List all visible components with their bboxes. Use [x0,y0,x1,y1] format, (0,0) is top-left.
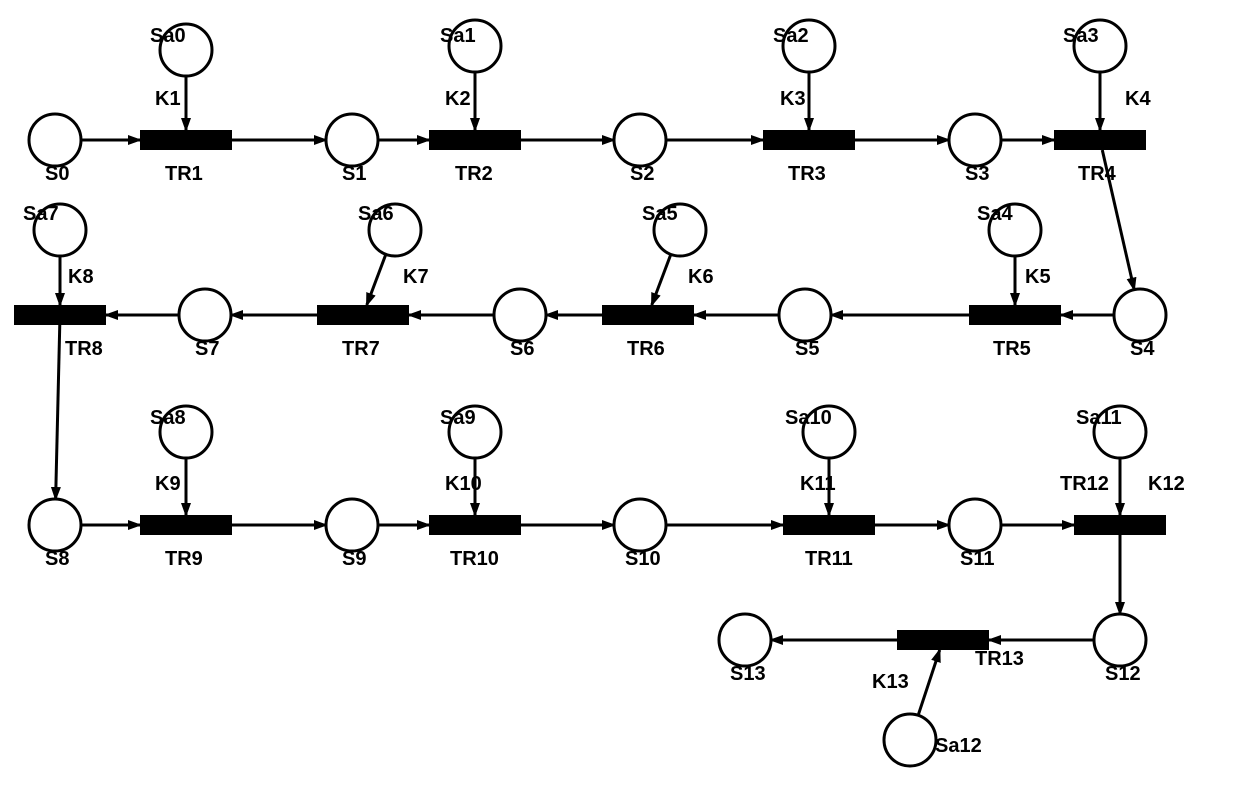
place-S9 [326,499,378,551]
transition-label-TR4: TR4 [1078,163,1117,185]
place-label-Sa4: Sa4 [977,203,1013,225]
place-S12 [1094,614,1146,666]
place-label-S7: S7 [195,338,219,360]
transition-TR3 [763,130,855,150]
place-label-S2: S2 [630,163,654,185]
transition-TR5 [969,305,1061,325]
place-S4 [1114,289,1166,341]
k-label-TR7: K7 [403,266,429,288]
arc-Sa5-TR6 [652,254,671,305]
place-S0 [29,114,81,166]
transition-label-TR10: TR10 [450,548,499,570]
transition-TR6 [602,305,694,325]
place-label-S4: S4 [1130,338,1155,360]
place-label-S6: S6 [510,338,534,360]
transition-TR9 [140,515,232,535]
transition-label-TR13: TR13 [975,648,1024,670]
place-S13 [719,614,771,666]
place-label-Sa9: Sa9 [440,407,476,429]
arc-Sa6-TR7 [367,254,386,305]
k-label-TR10: K10 [445,473,482,495]
place-label-Sa10: Sa10 [785,407,832,429]
place-label-Sa2: Sa2 [773,25,809,47]
k-label-TR2: K2 [445,88,471,110]
place-label-S5: S5 [795,338,819,360]
arc-Sa12-TR13 [918,650,940,715]
transition-TR7 [317,305,409,325]
place-label-Sa5: Sa5 [642,203,678,225]
k-label-TR4: K4 [1125,88,1151,110]
place-label-S12: S12 [1105,663,1141,685]
transition-label-TR9: TR9 [165,548,203,570]
k-label-TR9: K9 [155,473,181,495]
place-S1 [326,114,378,166]
place-S5 [779,289,831,341]
transition-label-TR5: TR5 [993,338,1031,360]
k-label-TR5: K5 [1025,266,1051,288]
place-label-Sa12: Sa12 [935,735,982,757]
place-label-Sa1: Sa1 [440,25,476,47]
place-label-Sa3: Sa3 [1063,25,1099,47]
place-S2 [614,114,666,166]
place-S11 [949,499,1001,551]
transition-TR8 [14,305,106,325]
transition-label-TR11: TR11 [805,548,853,570]
petri-net-diagram: S0 Sa0 S1 Sa1 S2 Sa2 S3 Sa3 S4 Sa4 S5 Sa5 S6 Sa6 S7 Sa7… [0,0,1240,792]
place-label-S8: S8 [45,548,69,570]
transition-TR13 [897,630,989,650]
transition-label-TR3: TR3 [788,163,826,185]
transition-label-TR6: TR6 [627,338,665,360]
transitions-layer: TR1 K1 TR2 K2 TR3 K3 TR4 K4 TR5 K5 TR6 K6 TR7 K7 TR8 K8… [14,88,1185,693]
transition-label-TR7: TR7 [342,338,380,360]
place-label-S10: S10 [625,548,661,570]
transition-TR11 [783,515,875,535]
k-label-TR12: K12 [1148,473,1185,495]
place-label-Sa8: Sa8 [150,407,186,429]
transition-TR10 [429,515,521,535]
transition-label-TR8: TR8 [65,338,103,360]
place-label-S11: S11 [960,548,994,570]
place-label-S9: S9 [342,548,366,570]
k-label-TR11: K11 [800,473,836,495]
transition-TR12 [1074,515,1166,535]
place-label-Sa0: Sa0 [150,25,186,47]
place-S6 [494,289,546,341]
k-label-TR3: K3 [780,88,806,110]
place-Sa12 [884,714,936,766]
place-label-S3: S3 [965,163,989,185]
k-label-TR6: K6 [688,266,714,288]
place-label-Sa7: Sa7 [23,203,59,225]
place-S8 [29,499,81,551]
transition-label-TR12: TR12 [1060,473,1109,495]
place-S7 [179,289,231,341]
place-S10 [614,499,666,551]
place-S3 [949,114,1001,166]
k-label-TR8: K8 [68,266,94,288]
transition-TR1 [140,130,232,150]
arc-TR8-S8 [56,325,60,499]
place-label-S0: S0 [45,163,69,185]
transition-label-TR2: TR2 [455,163,493,185]
place-label-Sa6: Sa6 [358,203,394,225]
transition-TR4 [1054,130,1146,150]
place-label-Sa11: Sa11 [1076,407,1122,429]
k-label-TR1: K1 [155,88,181,110]
place-label-S13: S13 [730,663,766,685]
transition-label-TR1: TR1 [165,163,203,185]
k-label-TR13: K13 [872,671,909,693]
place-label-S1: S1 [342,163,366,185]
transition-TR2 [429,130,521,150]
